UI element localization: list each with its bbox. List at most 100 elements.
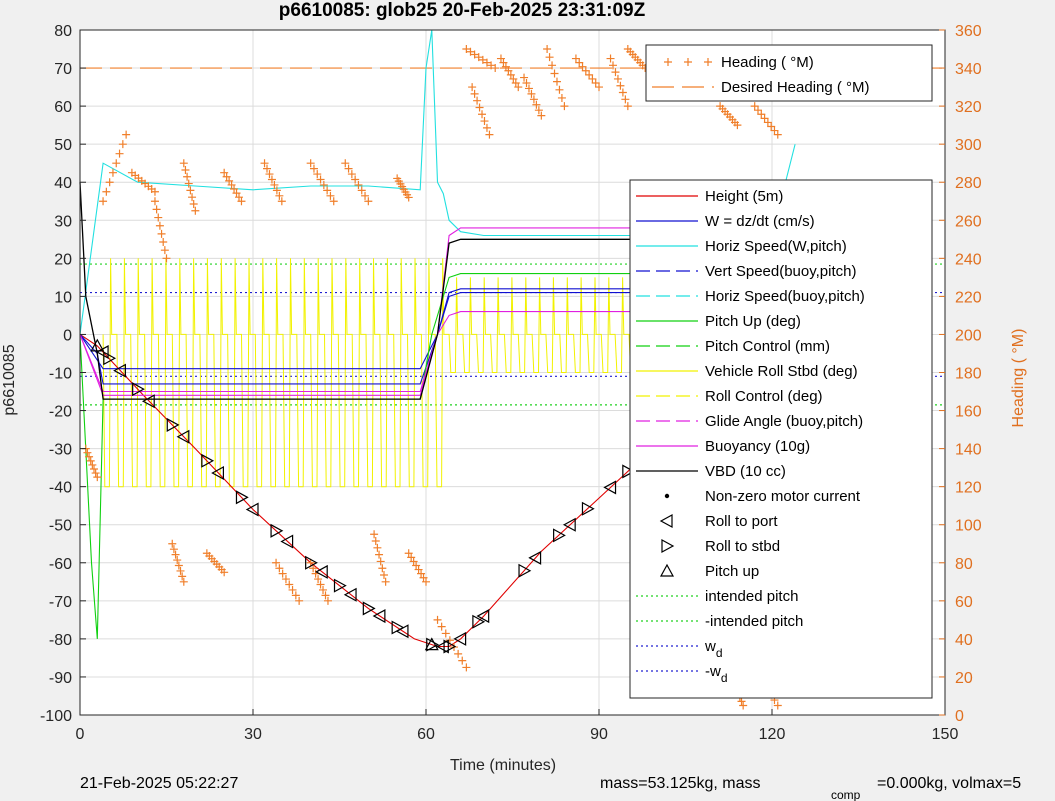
- heading-point-3-4: [186, 186, 195, 195]
- legend-heading-plus-1: [684, 58, 692, 66]
- y-right-axis-ticks: 0 20 40 60 80 100 120 140 160 180 200 220 240 260 280 3…: [939, 23, 982, 725]
- heading-point-2-2: [154, 213, 163, 222]
- roll-to-port-marker-9: [372, 609, 386, 624]
- heading-point-6-4: [319, 180, 328, 189]
- roll-to-stbd-marker-3: [201, 453, 215, 468]
- roll-to-stbd-marker-13: [518, 563, 532, 578]
- heading-point-28-0: [750, 102, 759, 111]
- heading-point-17-4: [478, 55, 487, 64]
- heading-point-5-6: [275, 191, 284, 200]
- heading-point-19-0: [496, 54, 505, 63]
- y-right-tick-label-40: 40: [955, 632, 973, 649]
- heading-point-12-6: [291, 591, 300, 600]
- heading-point-19-6: [511, 79, 520, 88]
- y-right-tick-label-140: 140: [955, 442, 982, 459]
- heading-point-22-6: [591, 79, 600, 88]
- heading-point-22-4: [585, 70, 594, 79]
- y-right-tick-label-20: 20: [955, 670, 973, 687]
- heading-point-19-2: [501, 62, 510, 71]
- y-right-tick-label-220: 220: [955, 289, 982, 306]
- x-tick-label-30: 30: [244, 726, 262, 743]
- heading-point-18-6: [482, 123, 491, 132]
- heading-point-7-0: [341, 159, 350, 168]
- roll-to-stbd-marker-2: [166, 417, 180, 432]
- roll-to-stbd-marker-15: [581, 501, 595, 516]
- x-tick-label-150: 150: [932, 726, 959, 743]
- y-right-tick-label-80: 80: [955, 556, 973, 573]
- heading-point-6-6: [326, 191, 335, 200]
- heading-point-6-3: [316, 175, 325, 184]
- heading-point-5-4: [270, 180, 279, 189]
- heading-point-17-1: [466, 47, 475, 56]
- legend-label-8: Roll Control (deg): [705, 388, 823, 405]
- heading-point-19-7: [514, 83, 523, 92]
- heading-point-16-6: [458, 656, 467, 665]
- heading-point-13-3: [314, 575, 323, 584]
- heading-point-13-7: [323, 596, 332, 605]
- heading-point-18-5: [480, 117, 489, 126]
- legend-label-15: Pitch up: [705, 563, 759, 580]
- legend-motor-current-swatch: [664, 493, 670, 499]
- heading-point-19-4: [506, 70, 515, 79]
- y-right-tick-label-320: 320: [955, 99, 982, 116]
- legend-main: Height (5m) W = dz/dt (cm/s) Horiz Speed(W…: [629, 179, 933, 699]
- heading-point-9-2: [85, 452, 94, 461]
- heading-point-6-5: [323, 186, 332, 195]
- heading-point-14-4: [376, 557, 385, 566]
- heading-point-2-7: [162, 254, 171, 263]
- legend-label-5: Pitch Up (deg): [705, 313, 801, 330]
- roll-to-port-marker-3: [176, 429, 190, 444]
- heading-point-10-2: [171, 550, 180, 559]
- y-tick-label--10: -10: [49, 366, 72, 383]
- heading-point-21-0: [543, 45, 552, 54]
- y-tick-label--60: -60: [49, 556, 72, 573]
- heading-point-15-1: [407, 553, 416, 562]
- roll-to-stbd-marker-10: [426, 637, 440, 652]
- y-tick-label--70: -70: [49, 594, 72, 611]
- heading-point-17-6: [487, 61, 496, 70]
- heading-point-7-2: [347, 170, 356, 179]
- heading-point-6-7: [329, 197, 338, 206]
- heading-point-10-6: [178, 572, 187, 581]
- heading-point-3-1: [181, 165, 190, 174]
- legend-label-11: VBD (10 cc): [705, 463, 786, 480]
- heading-point-16-7: [462, 663, 471, 672]
- heading-point-28-5: [767, 122, 776, 131]
- heading-point-10-5: [176, 566, 185, 575]
- heading-point-22-1: [575, 58, 584, 67]
- heading-point-10-3: [173, 556, 182, 565]
- heading-point-6-2: [313, 170, 322, 179]
- heading-point-16-3: [445, 636, 454, 645]
- heading-point-23-3: [613, 74, 622, 83]
- heading-point-7-6: [361, 191, 370, 200]
- heading-point-5-1: [263, 164, 272, 173]
- legend-roll-to-port-swatch: [659, 513, 673, 529]
- y-tick-label--30: -30: [49, 442, 72, 459]
- legend-heading-label-0: Heading ( °M): [721, 54, 814, 71]
- heading-point-20-6: [534, 106, 543, 115]
- legend-label-14: Roll to stbd: [705, 538, 780, 555]
- heading-point-18-0: [468, 83, 477, 92]
- y-tick-label--100: -100: [40, 708, 72, 725]
- x-tick-label-0: 0: [76, 726, 85, 743]
- heading-point-7-3: [351, 175, 360, 184]
- heading-point-23-4: [616, 81, 625, 90]
- heading-point-10-4: [174, 561, 183, 570]
- legend-heading-plus-0: [664, 58, 672, 66]
- x-axis-ticks: 0 30 60 90 120 150: [76, 709, 959, 743]
- heading-point-3-6: [189, 199, 198, 208]
- heading-point-2-6: [160, 246, 169, 255]
- heading-point-21-7: [560, 102, 569, 111]
- heading-point-23-7: [623, 102, 632, 111]
- heading-point-16-1: [437, 622, 446, 631]
- y-axis-ticks: -100-90-80-70-60-50-40-30-20-10010203040…: [40, 23, 86, 725]
- y-tick-label-20: 20: [54, 251, 72, 268]
- heading-point-4-5: [232, 189, 241, 198]
- heading-point-3-0: [179, 159, 188, 168]
- heading-point-9-7: [93, 473, 102, 482]
- heading-point-18-2: [473, 96, 482, 105]
- x-tick-label-90: 90: [590, 726, 608, 743]
- heading-point-14-2: [373, 543, 382, 552]
- heading-point-15-7: [422, 577, 430, 586]
- legend-label-2: Horiz Speed(W,pitch): [705, 238, 847, 255]
